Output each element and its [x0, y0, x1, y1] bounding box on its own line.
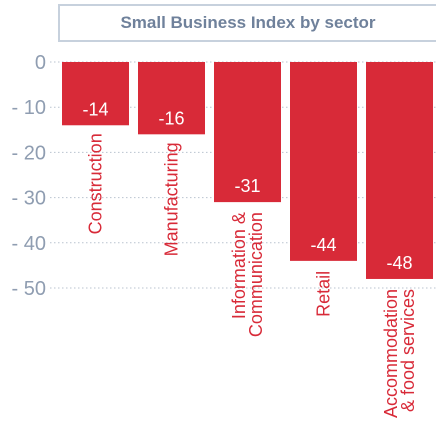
bar	[62, 62, 129, 126]
bar-value-label: -14	[82, 99, 108, 119]
bar	[214, 62, 281, 203]
category-label-line: Information &	[229, 212, 249, 319]
category-label-line: Communication	[246, 212, 266, 337]
bar-value-label: -31	[234, 176, 260, 196]
category-label: Construction	[86, 133, 106, 234]
category-label-line: Construction	[86, 133, 106, 234]
chart-title-box: Small Business Index by sector	[58, 4, 436, 42]
y-tick-label: - 40	[12, 233, 46, 255]
category-label: Manufacturing	[162, 142, 182, 256]
chart-title: Small Business Index by sector	[120, 13, 376, 32]
category-label-line: Accommodation	[381, 289, 401, 418]
y-tick-label: - 50	[12, 278, 46, 300]
category-label: Accommodation& food services	[381, 289, 418, 418]
y-tick-label: - 20	[12, 142, 46, 164]
bar	[290, 62, 357, 261]
y-tick-label: - 30	[12, 188, 46, 210]
category-label-line: Manufacturing	[162, 142, 182, 256]
bar-value-label: -44	[310, 235, 336, 255]
category-label-line: & food services	[398, 289, 418, 412]
bar	[138, 62, 205, 135]
category-label-line: Retail	[314, 271, 334, 317]
y-tick-label: - 10	[12, 97, 46, 119]
bar	[366, 62, 433, 279]
category-label: Retail	[314, 271, 334, 317]
bar-value-label: -48	[386, 253, 412, 273]
bar-value-label: -16	[158, 108, 184, 128]
y-tick-label: 0	[35, 52, 46, 74]
category-label: Information &Communication	[229, 212, 266, 337]
